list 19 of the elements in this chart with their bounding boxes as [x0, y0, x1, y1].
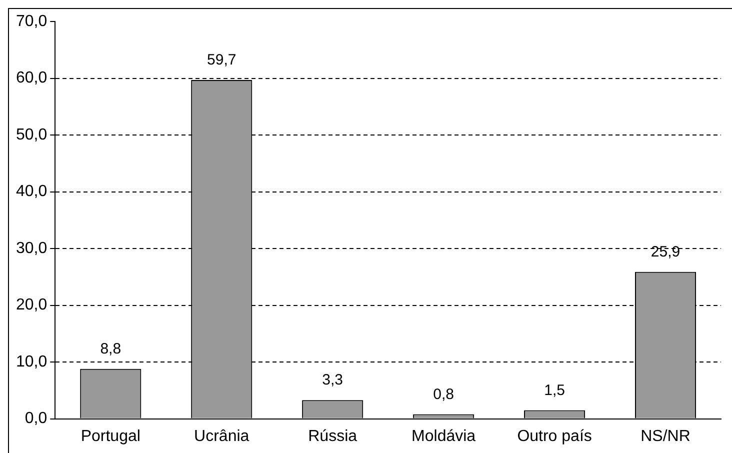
x-tick-label: Portugal [80, 428, 140, 445]
y-tick-label: 50,0 [16, 126, 48, 144]
data-label: 3,3 [322, 372, 344, 389]
data-label: 59,7 [207, 52, 236, 69]
x-tick-label: Outro país [517, 428, 592, 445]
y-tick-label: 70,0 [16, 13, 48, 30]
data-label: 0,8 [433, 386, 454, 403]
y-tick-label: 30,0 [16, 240, 48, 257]
y-tick-label: 10,0 [16, 353, 48, 370]
x-tick-label: NS/NR [640, 428, 690, 445]
data-label: 8,8 [100, 340, 122, 358]
data-label: 1,5 [544, 382, 565, 399]
x-tick-label: Ucrânia [194, 428, 250, 445]
x-tick-label: Rússia [308, 428, 358, 445]
y-tick-label: 60,0 [16, 70, 48, 87]
x-tick-label: Moldávia [412, 428, 476, 445]
y-tick-label: 0,0 [24, 410, 48, 428]
y-tick-label: 40,0 [16, 183, 48, 200]
y-tick-label: 20,0 [16, 296, 48, 314]
